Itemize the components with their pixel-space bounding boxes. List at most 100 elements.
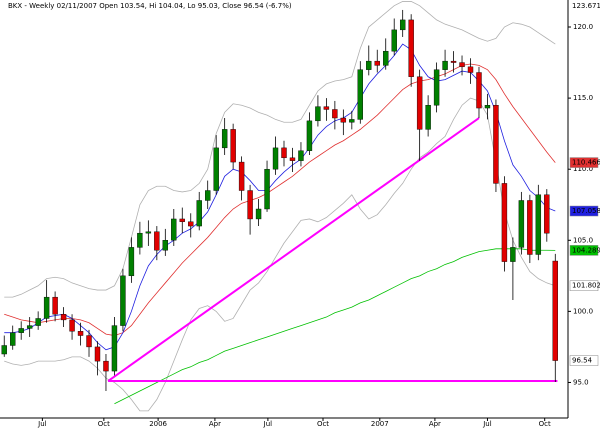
candle-body: [416, 76, 423, 130]
y-tick-label: 110.0: [573, 165, 593, 173]
candle-body: [510, 247, 516, 262]
price-label-box: [569, 280, 599, 291]
candle-body: [77, 331, 84, 336]
candle-body: [171, 218, 177, 241]
candle-body: [238, 161, 245, 191]
candle-body: [552, 260, 558, 361]
candle-body: [399, 19, 406, 31]
high-label: 123.671: [572, 2, 600, 10]
candle-body: [196, 200, 202, 227]
candle-body: [272, 147, 279, 170]
candle-body: [145, 231, 152, 234]
candle-body: [442, 60, 448, 70]
x-tick-label: Jul: [263, 420, 273, 428]
candle-body: [391, 29, 397, 52]
candle-body: [433, 69, 440, 106]
chart-title: BKX - Weekly 02/11/2007 Open 103.54, Hi …: [8, 2, 292, 10]
candle-body: [10, 332, 16, 346]
price-label: 104.289: [572, 246, 600, 254]
y-tick-label: 115.0: [573, 94, 593, 102]
candle-body: [340, 117, 347, 123]
candle-body: [35, 318, 41, 326]
indicator-line: [4, 43, 556, 351]
candle-body: [1, 345, 7, 355]
x-tick-label: Apr: [209, 420, 221, 428]
candle-body: [527, 200, 533, 255]
price-label-box: [569, 355, 599, 366]
price-label: 107.058: [572, 207, 600, 215]
candle-body: [323, 106, 330, 110]
candle-body: [26, 325, 33, 329]
candle-body: [281, 147, 287, 159]
candle-body: [366, 60, 372, 70]
x-tick-label: Oct: [317, 420, 329, 428]
candle-body: [69, 319, 75, 332]
candle-body: [306, 120, 313, 151]
x-tick-label: Jul: [37, 420, 47, 428]
candle-body: [459, 62, 465, 68]
candle-body: [374, 60, 380, 66]
candle-body: [137, 232, 143, 248]
candle-body: [518, 200, 525, 248]
candle-body: [162, 240, 169, 251]
candle-body: [154, 231, 160, 251]
candle-body: [247, 190, 253, 220]
y-tick-label: 120.0: [573, 23, 593, 31]
candle-body: [94, 346, 101, 362]
candle-body: [60, 314, 67, 321]
candle-body: [535, 194, 542, 255]
candle-body: [332, 109, 338, 119]
candle-body: [476, 72, 482, 109]
candle-body: [264, 168, 270, 210]
x-tick-label: Apr: [429, 420, 441, 428]
candle-body: [315, 106, 321, 122]
candle-body: [298, 150, 304, 161]
x-tick-label: 2007: [371, 420, 389, 428]
candle-body: [213, 147, 219, 191]
candle-body: [52, 296, 58, 315]
candle-body: [111, 325, 118, 372]
y-tick-label: 100.0: [573, 307, 593, 315]
candle-body: [493, 105, 499, 184]
candle-body: [103, 360, 109, 372]
candle-body: [467, 66, 474, 73]
x-tick-label: Oct: [539, 420, 551, 428]
x-tick-label: Jul: [482, 420, 492, 428]
candle-body: [128, 247, 135, 277]
candle-body: [18, 328, 24, 333]
price-label-box: [569, 205, 599, 217]
candle-body: [544, 194, 550, 234]
indicator-line: [114, 248, 556, 405]
price-label-box: [569, 157, 599, 168]
candle-body: [484, 105, 491, 109]
candle-body: [120, 275, 126, 326]
candle-body: [289, 157, 296, 161]
y-tick-label: 105.0: [573, 236, 593, 244]
indicator-line: [4, 1, 556, 298]
candle-body: [255, 208, 262, 220]
candle-body: [86, 335, 92, 348]
candle-body: [188, 221, 194, 227]
candle-body: [43, 296, 50, 319]
price-label: 110.466: [572, 159, 600, 167]
x-tick-label: Oct: [98, 420, 110, 428]
price-label: 101.802: [572, 282, 600, 290]
candle-body: [383, 50, 389, 66]
candle-body: [349, 119, 355, 123]
candle-body: [425, 105, 431, 130]
trend-line: [107, 117, 480, 382]
candle-body: [230, 129, 236, 163]
candle-body: [501, 183, 508, 262]
candle-body: [408, 19, 414, 77]
candle-body: [450, 60, 457, 63]
price-label: 96.54: [572, 357, 593, 365]
indicator-line: [4, 97, 556, 412]
candle-body: [205, 190, 211, 201]
price-label-box: [569, 245, 599, 256]
candle-body: [357, 69, 363, 120]
y-tick-label: 95.0: [573, 378, 589, 386]
x-tick-label: 2006: [149, 420, 167, 428]
candle-body: [221, 129, 228, 149]
